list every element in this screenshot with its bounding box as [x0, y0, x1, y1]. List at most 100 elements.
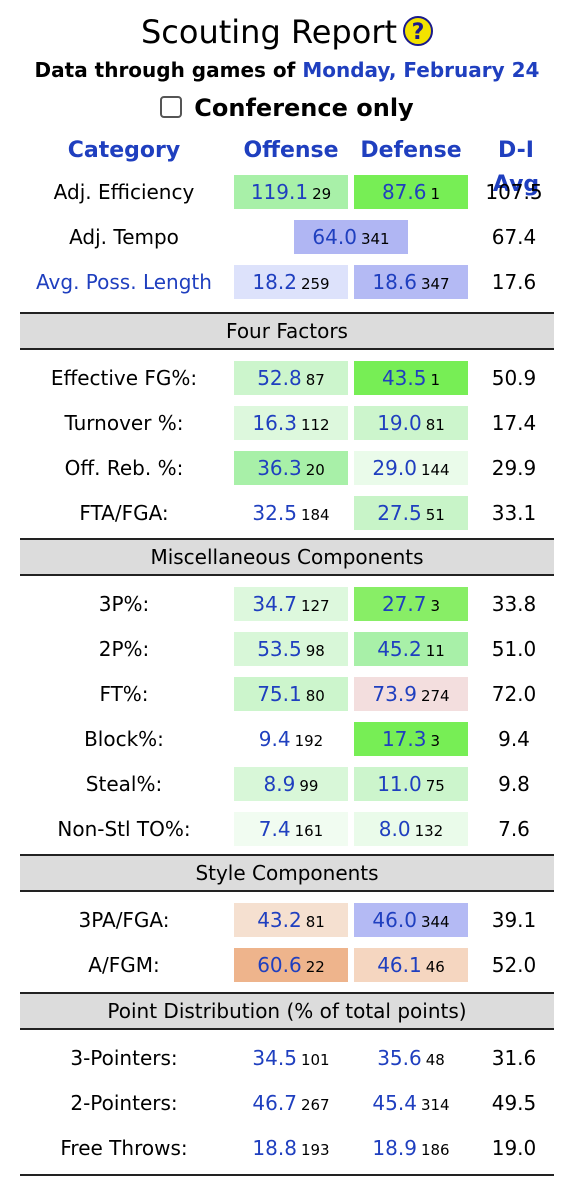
offense-cell-value[interactable]: 18.8 — [252, 1136, 297, 1160]
offense-cell-rank: 20 — [305, 461, 325, 479]
defense-cell-value[interactable]: 43.5 — [381, 366, 427, 390]
offense-cell-rank: 259 — [300, 275, 330, 293]
offense-cell-value[interactable]: 75.1 — [257, 682, 302, 706]
offense-cell-value[interactable]: 34.7 — [252, 592, 297, 616]
defense-cell-value[interactable]: 45.4 — [372, 1091, 417, 1115]
d1-avg-value: 9.8 — [498, 772, 530, 796]
offense-cell[interactable]: 75.1 80 — [234, 677, 348, 711]
defense-cell-value[interactable]: 35.6 — [377, 1046, 422, 1070]
offense-cell[interactable]: 43.2 81 — [234, 903, 348, 937]
offense-cell[interactable]: 46.7 267 — [234, 1086, 348, 1120]
offense-cell-value[interactable]: 7.4 — [258, 817, 291, 841]
defense-cell-rank: 1 — [430, 185, 441, 203]
data-through-date-link[interactable]: Monday, February 24 — [302, 58, 540, 82]
column-header-defense[interactable]: Defense — [360, 138, 462, 163]
defense-cell[interactable]: 18.9 186 — [354, 1131, 468, 1165]
offense-cell[interactable]: 18.8 193 — [234, 1131, 348, 1165]
d1-avg-value: 49.5 — [491, 1091, 537, 1115]
defense-cell-rank: 344 — [420, 913, 450, 931]
column-header-offense[interactable]: Offense — [243, 138, 339, 163]
offense-cell-value[interactable]: 9.4 — [258, 727, 291, 751]
defense-cell-value[interactable]: 8.0 — [378, 817, 411, 841]
defense-cell-value[interactable]: 27.5 — [377, 501, 422, 525]
offense-cell-value[interactable]: 34.5 — [252, 1046, 297, 1070]
defense-cell[interactable]: 46.1 46 — [354, 948, 468, 982]
defense-cell[interactable]: 73.9 274 — [354, 677, 468, 711]
d1-avg-value: 51.0 — [491, 637, 537, 661]
defense-cell-value[interactable]: 19.0 — [377, 411, 422, 435]
section-header: Four Factors — [20, 312, 554, 350]
offense-cell-value[interactable]: 32.5 — [252, 501, 297, 525]
defense-cell-value[interactable]: 18.6 — [372, 270, 417, 294]
conference-only-toggle[interactable]: Conference only — [0, 92, 574, 124]
offense-cell-rank: 29 — [312, 185, 332, 203]
offense-cell-value[interactable]: 8.9 — [263, 772, 296, 796]
offense-cell-rank: 192 — [294, 732, 324, 750]
offense-cell[interactable]: 8.9 99 — [234, 767, 348, 801]
offense-cell-value[interactable]: 36.3 — [257, 456, 302, 480]
offense-cell[interactable]: 52.8 87 — [234, 361, 348, 395]
column-header-d1-avg[interactable]: D-I Avg — [492, 138, 540, 197]
defense-cell-value[interactable]: 27.7 — [381, 592, 427, 616]
row-label-0: Adj. Efficiency — [53, 180, 195, 204]
offense-cell[interactable]: 53.5 98 — [234, 632, 348, 666]
offense-cell[interactable]: 60.6 22 — [234, 948, 348, 982]
defense-cell-value[interactable]: 11.0 — [377, 772, 422, 796]
defense-cell[interactable]: 35.6 48 — [354, 1041, 468, 1075]
defense-cell-value[interactable]: 46.0 — [372, 908, 417, 932]
defense-cell[interactable]: 27.5 51 — [354, 496, 468, 530]
defense-cell-value[interactable]: 46.1 — [377, 953, 422, 977]
offense-cell[interactable]: 34.7 127 — [234, 587, 348, 621]
defense-cell[interactable]: 46.0 344 — [354, 903, 468, 937]
offense-cell-rank: 80 — [305, 687, 325, 705]
offense-cell-value[interactable]: 52.8 — [257, 366, 302, 390]
defense-cell[interactable]: 87.6 1 — [354, 175, 468, 209]
defense-cell[interactable]: 19.0 81 — [354, 406, 468, 440]
defense-cell-value[interactable]: 45.2 — [377, 637, 422, 661]
row-label: Steal%: — [85, 772, 163, 796]
offense-cell[interactable]: 34.5 101 — [234, 1041, 348, 1075]
offense-cell-value[interactable]: 119.1 — [250, 180, 309, 204]
defense-cell-value[interactable]: 73.9 — [372, 682, 417, 706]
defense-cell[interactable]: 45.4 314 — [354, 1086, 468, 1120]
defense-cell[interactable]: 45.2 11 — [354, 632, 468, 666]
defense-cell[interactable]: 29.0 144 — [354, 451, 468, 485]
offense-cell-value[interactable]: 46.7 — [252, 1091, 297, 1115]
offense-cell-value[interactable]: 16.3 — [252, 411, 297, 435]
offense-cell-rank: 127 — [300, 597, 330, 615]
column-header-category[interactable]: Category — [67, 138, 181, 163]
defense-cell-value[interactable]: 29.0 — [372, 456, 417, 480]
tempo-cell-value[interactable]: 64.0 — [312, 225, 357, 249]
offense-cell[interactable]: 119.1 29 — [234, 175, 348, 209]
help-icon[interactable]: ? — [403, 16, 434, 46]
conference-only-checkbox[interactable] — [160, 96, 183, 118]
defense-cell-value[interactable]: 87.6 — [381, 180, 427, 204]
defense-cell-value[interactable]: 18.9 — [372, 1136, 417, 1160]
defense-cell[interactable]: 8.0 132 — [354, 812, 468, 846]
offense-cell-rank: 101 — [300, 1051, 330, 1069]
offense-cell[interactable]: 18.2 259 — [234, 265, 348, 299]
defense-cell-rank: 347 — [420, 275, 450, 293]
d1-avg-value: 33.1 — [491, 501, 537, 525]
defense-cell[interactable]: 11.0 75 — [354, 767, 468, 801]
offense-cell-rank: 81 — [305, 913, 325, 931]
offense-cell-value[interactable]: 53.5 — [257, 637, 302, 661]
offense-cell[interactable]: 36.3 20 — [234, 451, 348, 485]
conference-only-label: Conference only — [194, 94, 414, 122]
defense-cell[interactable]: 43.5 1 — [354, 361, 468, 395]
offense-cell[interactable]: 9.4 192 — [234, 722, 348, 756]
defense-cell-rank: 274 — [420, 687, 450, 705]
offense-cell-value[interactable]: 60.6 — [257, 953, 302, 977]
offense-cell[interactable]: 16.3 112 — [234, 406, 348, 440]
defense-cell[interactable]: 17.3 3 — [354, 722, 468, 756]
offense-cell[interactable]: 32.5 184 — [234, 496, 348, 530]
offense-cell[interactable]: 7.4 161 — [234, 812, 348, 846]
offense-cell-value[interactable]: 43.2 — [257, 908, 302, 932]
defense-cell-value[interactable]: 17.3 — [381, 727, 427, 751]
row-label-2[interactable]: Avg. Poss. Length — [36, 270, 212, 294]
defense-cell[interactable]: 18.6 347 — [354, 265, 468, 299]
defense-cell[interactable]: 27.7 3 — [354, 587, 468, 621]
tempo-cell[interactable]: 64.0 341 — [294, 220, 408, 254]
d1-avg-value: 31.6 — [491, 1046, 537, 1070]
offense-cell-value[interactable]: 18.2 — [252, 270, 297, 294]
